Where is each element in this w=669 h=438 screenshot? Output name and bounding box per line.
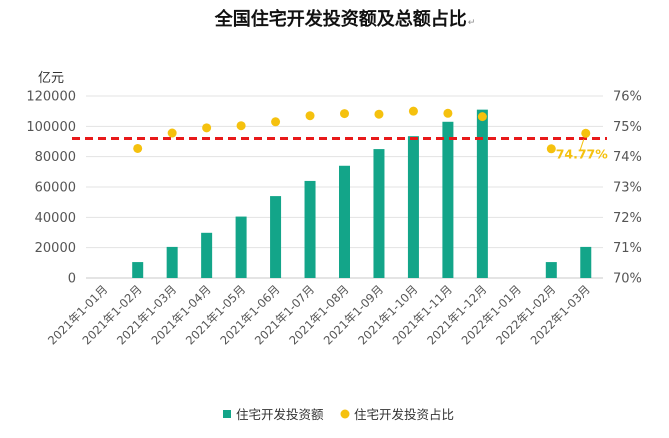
bar	[201, 232, 213, 278]
scatter-point	[271, 117, 281, 127]
left-tick-label: 60000	[35, 181, 76, 196]
x-axis-ticks: 2021年1-01月2021年1-02月2021年1-03月2021年1-04月…	[45, 282, 593, 347]
right-tick-label: 71%	[613, 241, 642, 256]
legend-label-dot: 住宅开发投资占比	[354, 407, 454, 422]
annotation-label: 74.77%	[556, 146, 609, 161]
left-axis-ticks: 0 20000 40000 60000 80000 100000 120000	[26, 90, 76, 287]
bar	[339, 165, 350, 278]
left-tick-label: 0	[68, 272, 76, 287]
annotation-leader	[579, 139, 585, 152]
title-return-mark: ↵	[468, 18, 476, 28]
scatter-point	[236, 121, 246, 131]
scatter-point	[133, 143, 143, 153]
scatter-point	[202, 123, 212, 133]
scatter-point	[546, 144, 556, 154]
bar	[407, 136, 419, 278]
scatter-point	[581, 128, 591, 138]
right-tick-label: 72%	[613, 211, 642, 226]
bar	[476, 109, 488, 279]
right-tick-label: 75%	[613, 120, 642, 135]
scatter-point	[374, 109, 384, 119]
scatter-point	[443, 108, 453, 118]
right-tick-label: 70%	[613, 272, 642, 287]
chart-title-text: 全国住宅开发投资额及总额占比	[214, 8, 467, 30]
bar	[166, 246, 178, 278]
legend-label-bar: 住宅开发投资额	[236, 407, 324, 422]
scatter-point	[167, 128, 177, 138]
bar	[235, 216, 247, 278]
right-axis-ticks: 70% 71% 72% 73% 74% 75% 76%	[613, 90, 642, 287]
bar	[442, 121, 454, 279]
right-tick-label: 76%	[613, 90, 642, 105]
annotation-group: 74.77%	[556, 139, 609, 161]
bar	[373, 149, 385, 278]
bar	[132, 262, 144, 278]
left-tick-label: 100000	[26, 120, 76, 135]
legend: 住宅开发投资额 住宅开发投资占比	[223, 407, 454, 422]
legend-swatch-dot	[340, 409, 350, 419]
bar	[580, 246, 592, 278]
scatter-point	[408, 106, 418, 116]
x-tick-label: 2021年1-01月	[45, 282, 110, 347]
left-tick-label: 20000	[35, 241, 76, 256]
bar	[270, 196, 282, 278]
scatter-series	[133, 106, 591, 154]
legend-swatch-bar	[223, 410, 231, 418]
right-tick-label: 73%	[613, 181, 642, 196]
right-tick-label: 74%	[613, 150, 642, 165]
left-tick-label: 40000	[35, 211, 76, 226]
bar-series	[132, 109, 592, 279]
scatter-point	[477, 112, 487, 122]
chart-title: 全国住宅开发投资额及总额占比↵	[214, 8, 476, 30]
bar	[545, 262, 557, 278]
left-tick-label: 80000	[35, 150, 76, 165]
left-axis-unit: 亿元	[38, 71, 64, 86]
left-tick-label: 120000	[26, 90, 76, 105]
bar	[304, 180, 316, 278]
scatter-point	[340, 109, 349, 119]
scatter-point	[305, 111, 315, 121]
